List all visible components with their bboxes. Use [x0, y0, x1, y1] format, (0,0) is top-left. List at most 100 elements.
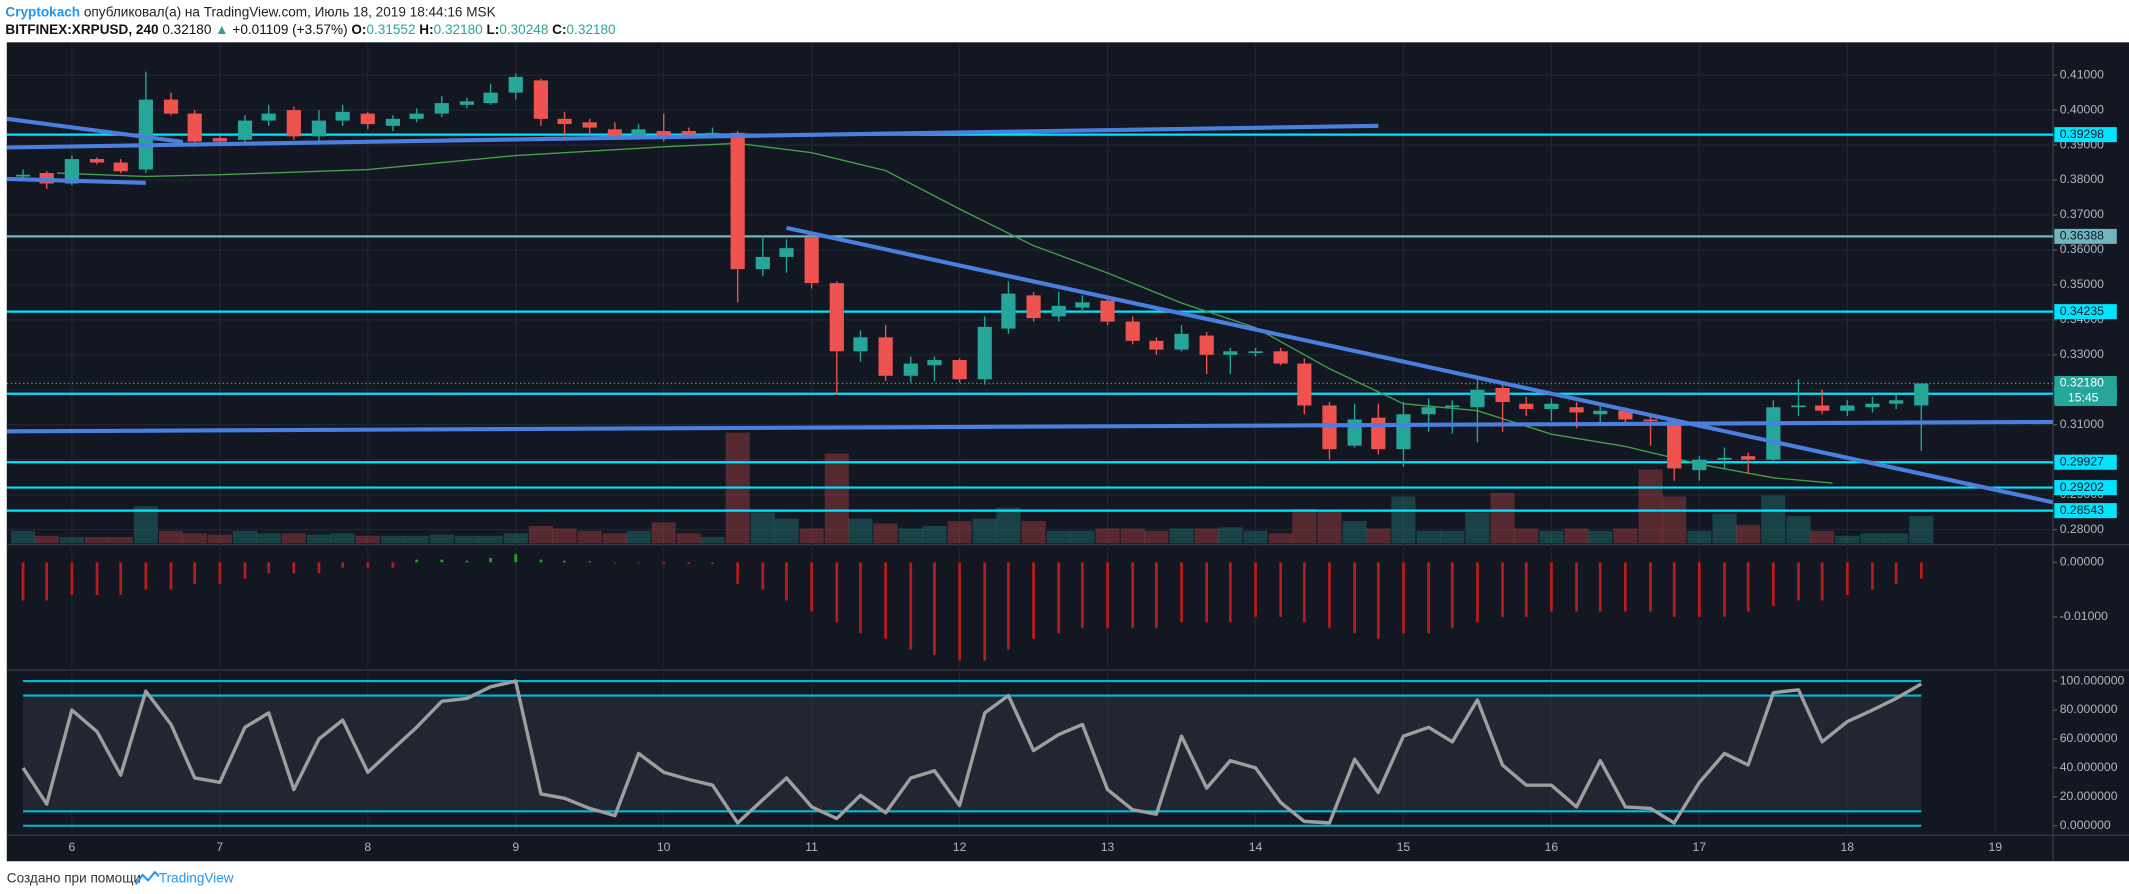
candle-body [1914, 383, 1929, 406]
candle-body [138, 99, 153, 170]
y-tick-label: 0.35000 [2060, 277, 2104, 291]
candle-body [582, 122, 597, 128]
candle-body [804, 237, 819, 284]
level-label: 0.28543 [2060, 503, 2104, 517]
candle-body [1199, 335, 1214, 355]
volume-bar [1243, 530, 1268, 544]
candle-body [705, 132, 720, 135]
candle-body [1544, 403, 1559, 409]
candle-body [1840, 405, 1855, 411]
volume-bar [774, 518, 799, 544]
volume-bar [1736, 524, 1761, 544]
volume-bar [454, 535, 479, 544]
candle-body [311, 120, 327, 137]
candle-body [903, 363, 918, 376]
volume-bar [1810, 530, 1835, 544]
x-tick-label: 16 [1545, 840, 1559, 854]
volume-bar [1292, 508, 1317, 544]
candle-body [1889, 400, 1904, 404]
volume-bar [577, 530, 602, 544]
volume-bar [207, 534, 232, 544]
volume-bar [478, 535, 503, 544]
candle-body [1717, 457, 1732, 460]
volume-bar [1786, 516, 1811, 544]
brand-logo [134, 870, 160, 886]
author[interactable]: Cryptokach [5, 4, 80, 19]
volume-bar [1120, 528, 1145, 544]
y-tick-label: 0.37000 [2060, 207, 2104, 221]
x-tick-label: 9 [512, 840, 519, 854]
volume-bar [996, 507, 1021, 544]
candle-body [483, 92, 498, 104]
volume-bar [380, 535, 406, 544]
candle-body [1223, 351, 1238, 355]
volume-bar [1366, 528, 1391, 544]
volume-bar [1268, 533, 1293, 544]
volume-bar [922, 526, 947, 544]
volume-bar [1909, 516, 1934, 544]
volume-bar [34, 535, 59, 544]
footer-text: Создано при помощи [7, 871, 141, 886]
candle-body [977, 326, 992, 380]
volume-bar [1835, 535, 1860, 544]
stoch-line [21, 679, 1923, 825]
candle-body [1495, 388, 1510, 402]
candle-body [1100, 300, 1115, 322]
volume-bar [528, 526, 553, 544]
candle-body [557, 118, 572, 125]
candle-body [459, 101, 475, 105]
y-tick-label: 0.36000 [2060, 242, 2104, 256]
y-tick-label: 0.28000 [2060, 522, 2104, 536]
candle-body [1791, 405, 1806, 408]
level-label-box [2054, 480, 2117, 496]
volume-bar [1317, 511, 1342, 544]
candle-body [261, 113, 276, 121]
candle-body [681, 131, 696, 135]
candle-body [1174, 333, 1189, 350]
candle-body [286, 110, 301, 137]
level-label: 0.29927 [2060, 454, 2104, 468]
y-tick-label: 0.000000 [2060, 818, 2111, 832]
candle-body [1322, 405, 1337, 450]
volume-bar [676, 533, 701, 544]
y-tick-label: 100.000000 [2060, 673, 2125, 687]
candle-body [1865, 403, 1880, 408]
candle-body [1396, 414, 1411, 450]
y-tick-label: 60.000000 [2060, 731, 2118, 745]
volume-bar [1687, 530, 1712, 544]
candle-body [1026, 295, 1041, 319]
y-tick-label: 40.000000 [2060, 760, 2118, 774]
candle-body [1692, 459, 1707, 471]
last-price-box [2054, 375, 2117, 406]
candle-body [1421, 407, 1436, 415]
y-tick-label: 0.33000 [2060, 347, 2104, 361]
candle-body [533, 80, 548, 119]
level-label-box [2054, 127, 2117, 143]
candle-body [187, 113, 202, 142]
level-label: 0.36388 [2060, 229, 2104, 243]
x-tick-label: 7 [216, 840, 223, 854]
trend-line [6, 123, 1379, 150]
published: опубликовал(а) на TradingView.com, Июль … [84, 4, 496, 19]
volume-bar [1095, 528, 1120, 544]
volume-bar [1712, 513, 1737, 544]
volume-bar [133, 506, 158, 544]
candle-body [779, 248, 794, 257]
volume-bar [1761, 495, 1786, 544]
level-label: 0.34235 [2060, 304, 2104, 318]
volume-bar [626, 530, 651, 544]
volume-bar [84, 537, 110, 544]
volume-bar [158, 530, 184, 544]
volume-bar [306, 534, 332, 544]
candle-body [508, 76, 523, 93]
volume-bar [1465, 512, 1490, 544]
footer-brand[interactable]: TradingView [159, 871, 234, 886]
l-label: L: [486, 22, 499, 37]
level-label-box [2054, 503, 2117, 519]
candle-body [1125, 321, 1140, 341]
change: +0.01109 (+3.57%) [232, 22, 347, 37]
volume-bar [1440, 530, 1465, 544]
volume-bar [1169, 528, 1194, 544]
volume-bar [1070, 530, 1095, 544]
